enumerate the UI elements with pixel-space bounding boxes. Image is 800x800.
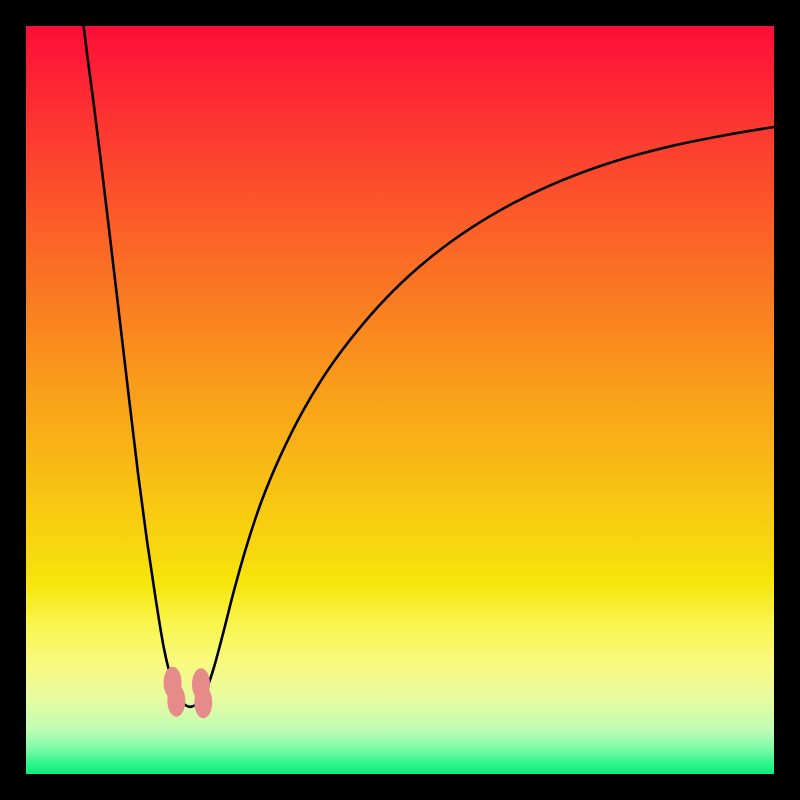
plot-area [26, 26, 774, 774]
curve-layer [26, 26, 774, 774]
v-curve [84, 26, 774, 707]
figure-container: TheBottleneck.com [0, 0, 800, 800]
trough-marker-3 [194, 686, 212, 718]
trough-marker-1 [167, 685, 185, 717]
